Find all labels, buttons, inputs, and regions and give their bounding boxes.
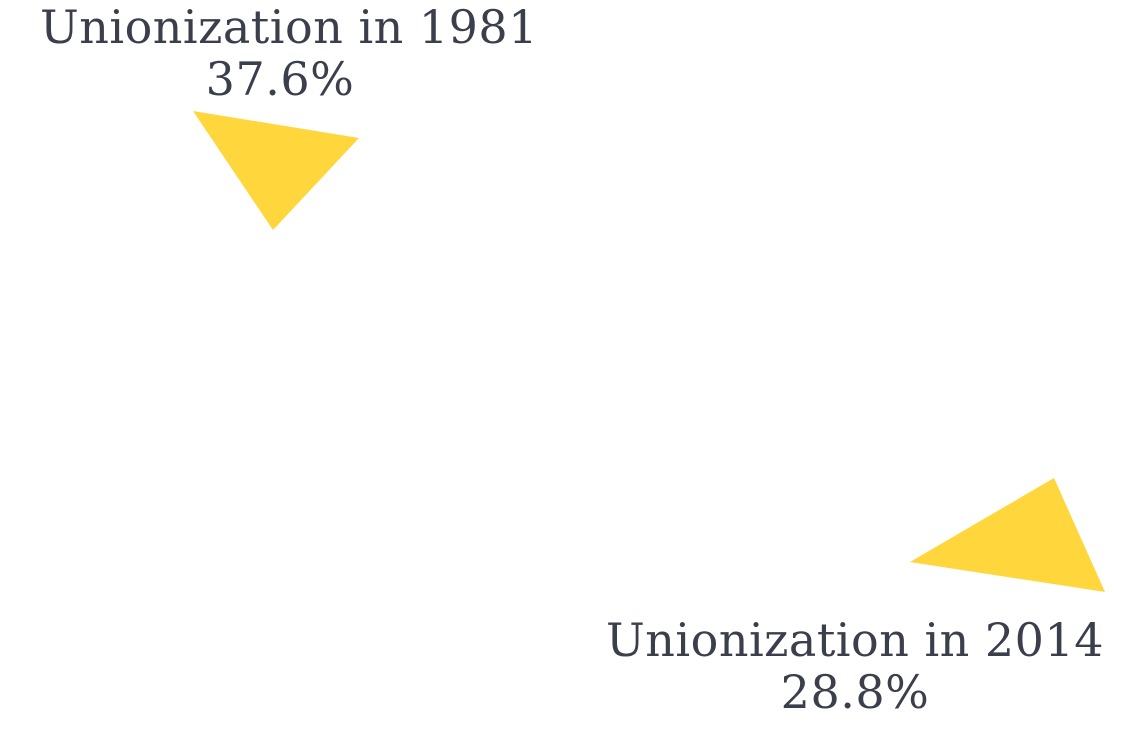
annotation-1981: Unionization in 1981 37.6%	[40, 0, 538, 106]
pointer-triangle-2014	[910, 478, 1105, 592]
annotation-2014-value: 28.8%	[780, 664, 930, 719]
annotation-2014-title: Unionization in 2014	[606, 613, 1104, 667]
annotation-2014: Unionization in 2014 28.8%	[605, 613, 1105, 719]
pointer-triangle-1981	[193, 111, 359, 230]
annotation-1981-title: Unionization in 1981	[40, 0, 538, 54]
annotation-1981-value: 37.6%	[205, 51, 355, 106]
